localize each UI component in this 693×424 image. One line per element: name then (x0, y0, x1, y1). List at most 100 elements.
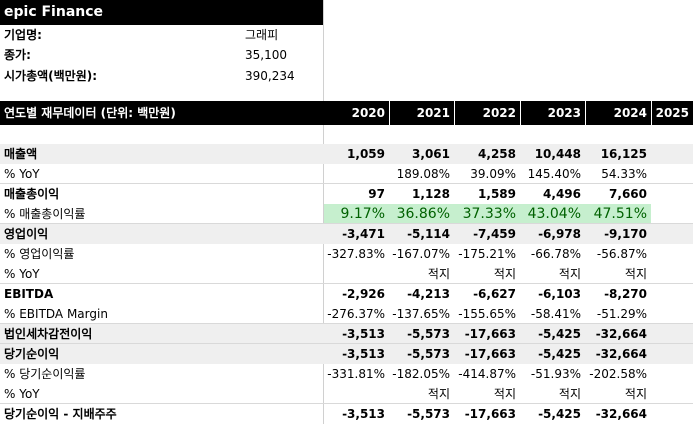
table-cell: 97 (368, 187, 385, 201)
table-cell: 적지 (427, 387, 450, 401)
table-cell: 36.86% (389, 204, 454, 224)
table-cell: -2,926 (342, 287, 385, 301)
table-row: % YoY 189.08% 39.09% 145.40% 54.33% (0, 164, 693, 184)
header-separator (454, 101, 455, 125)
table-cell (651, 284, 693, 304)
table-row: % 당기순이익률 -331.81% -182.05% -414.87% -51.93% -… (0, 364, 693, 384)
row-label: 당기순이익 - 지배주주 (4, 407, 117, 421)
table-cell (651, 244, 693, 264)
header-separator (651, 101, 652, 125)
table-cell: -182.05% (392, 367, 450, 381)
row-label: 매출총이익 (4, 187, 60, 201)
table-cell: 4,496 (543, 187, 581, 201)
table-cell: 9.17% (324, 204, 389, 224)
table-cell: 37.33% (454, 204, 520, 224)
year-header: 2021 (416, 106, 450, 120)
year-header: 2025 (655, 106, 689, 120)
table-row: 매출액 1,059 3,061 4,258 10,448 16,125 (0, 144, 693, 164)
row-label: % 영업이익률 (4, 247, 75, 261)
table-cell: 1,128 (412, 187, 450, 201)
table-row: % EBITDA Margin -276.37% -137.65% -155.65% -… (0, 304, 693, 324)
table-cell: -7,459 (473, 227, 516, 241)
table-cell (324, 264, 389, 284)
table-header-label: 연도별 재무데이터 (단위: 백만원) (4, 106, 176, 120)
row-label: % 매출총이익률 (4, 207, 86, 221)
row-label: % YoY (4, 267, 40, 281)
table-cell: -5,425 (538, 347, 581, 361)
table-cell: -32,664 (595, 327, 647, 341)
table-cell: 43.04% (520, 204, 585, 224)
table-cell (651, 264, 693, 284)
table-cell: -51.93% (530, 367, 581, 381)
table-cell: -58.41% (530, 307, 581, 321)
row-divider (0, 403, 693, 404)
row-label: 매출액 (4, 147, 38, 161)
table-row: 법인세차감전이익 -3,513 -5,573 -17,663 -5,425 -32,664 (0, 324, 693, 344)
table-cell: -5,425 (538, 327, 581, 341)
row-divider (0, 183, 693, 184)
table-cell (651, 184, 693, 204)
header-separator (585, 101, 586, 125)
column-header-bar: 연도별 재무데이터 (단위: 백만원) 2020 2021 2022 2023 2024… (0, 101, 693, 125)
table-cell: -51.29% (596, 307, 647, 321)
header-separator (520, 101, 521, 125)
table-row: EBITDA -2,926 -4,213 -6,627 -6,103 -8,270 (0, 284, 693, 304)
table-cell: -327.83% (327, 247, 385, 261)
info-label: 기업명: (4, 28, 42, 42)
table-cell: 47.51% (585, 204, 651, 224)
table-cell: 1,059 (347, 147, 385, 161)
table-cell: 적지 (624, 267, 647, 281)
table-row: % YoY 적지 적지 적지 적지 (0, 384, 693, 404)
header-separator (389, 101, 390, 125)
table-cell: -6,627 (473, 287, 516, 301)
row-label: % 당기순이익률 (4, 367, 86, 381)
table-cell: -6,978 (538, 227, 581, 241)
table-cell: -137.65% (392, 307, 450, 321)
table-cell: -9,170 (604, 227, 647, 241)
table-cell: 54.33% (601, 167, 647, 181)
row-divider (0, 223, 693, 224)
table-cell (651, 324, 693, 344)
table-cell: 적지 (624, 387, 647, 401)
table-cell: -155.65% (458, 307, 516, 321)
year-header: 2020 (351, 106, 385, 120)
row-label: % EBITDA Margin (4, 307, 108, 321)
table-cell (324, 384, 389, 404)
table-cell: 39.09% (470, 167, 516, 181)
table-cell: 3,061 (412, 147, 450, 161)
table-cell: -414.87% (458, 367, 516, 381)
table-cell: 적지 (427, 267, 450, 281)
table-cell (651, 144, 693, 164)
table-cell (651, 164, 693, 184)
table-row: % 영업이익률 -327.83% -167.07% -175.21% -66.78% -5… (0, 244, 693, 264)
row-label: % YoY (4, 167, 40, 181)
sheet-title: epic Finance (0, 0, 323, 25)
table-cell: -17,663 (464, 327, 516, 341)
year-header: 2024 (613, 106, 647, 120)
table-cell: 적지 (558, 387, 581, 401)
table-cell: -3,513 (342, 407, 385, 421)
table-cell: -8,270 (604, 287, 647, 301)
row-label: 영업이익 (4, 227, 49, 241)
table-cell: -56.87% (596, 247, 647, 261)
table-cell: 145.40% (527, 167, 581, 181)
table-cell: 10,448 (534, 147, 581, 161)
table-cell: 적지 (493, 267, 516, 281)
info-label: 종가: (4, 48, 31, 62)
table-cell: -17,663 (464, 407, 516, 421)
table-cell: 4,258 (478, 147, 516, 161)
table-row: 영업이익 -3,471 -5,114 -7,459 -6,978 -9,170 (0, 224, 693, 244)
table-cell (651, 304, 693, 324)
info-row: 종가: 35,100 (0, 45, 323, 65)
table-cell (651, 384, 693, 404)
table-cell (651, 344, 693, 364)
table-cell: -5,425 (538, 407, 581, 421)
info-value: 390,234 (245, 69, 295, 83)
table-cell: 적지 (493, 387, 516, 401)
table-cell: 1,589 (478, 187, 516, 201)
row-label: 법인세차감전이익 (4, 327, 93, 341)
info-value: 35,100 (245, 48, 287, 62)
table-cell: -202.58% (589, 367, 647, 381)
row-label: EBITDA (4, 287, 54, 301)
table-cell (651, 204, 693, 224)
